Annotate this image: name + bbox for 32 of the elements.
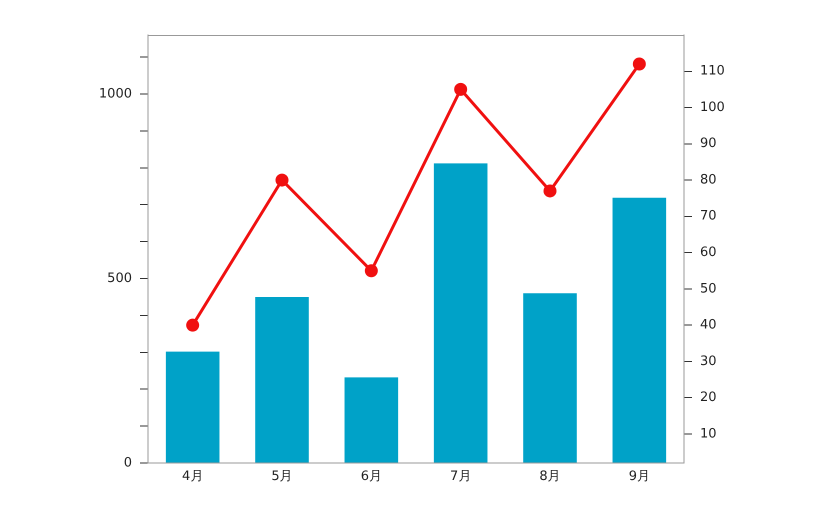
bar [612,198,666,462]
bar [523,293,577,462]
y2-tick-label: 90 [700,136,717,152]
y2-tick-label: 80 [700,172,717,188]
y-tick-label: 1000 [98,86,132,102]
bar [166,352,220,462]
y2-tick-label: 30 [700,354,717,369]
x-tick-label: 5月 [271,469,293,484]
y2-tick-label: 110 [700,64,725,79]
point [276,174,288,187]
bar [255,296,309,462]
y2-tick-label: 40 [700,318,717,333]
y-tick-label: 0 [124,455,132,470]
y2-tick-label: 10 [700,426,717,442]
y2-tick-label: 50 [700,281,717,296]
x-tick-label: 6月 [360,469,382,484]
bar [434,163,488,462]
point [632,58,646,71]
x-tick-label: 8月 [539,469,561,484]
y-tick-label: 500 [107,270,132,286]
bar [344,377,398,462]
x-tick-label: 7月 [450,469,472,484]
y2-tick-label: 100 [700,100,725,115]
point [186,318,200,332]
point [454,82,468,96]
y2-tick-label: 60 [700,245,717,260]
point [364,264,378,278]
y2-tick-label: 20 [700,390,717,406]
x-tick-label: 4月 [182,469,204,484]
y2-tick-label: 70 [700,208,717,224]
point [544,184,556,198]
x-tick-label: 9月 [628,469,650,484]
